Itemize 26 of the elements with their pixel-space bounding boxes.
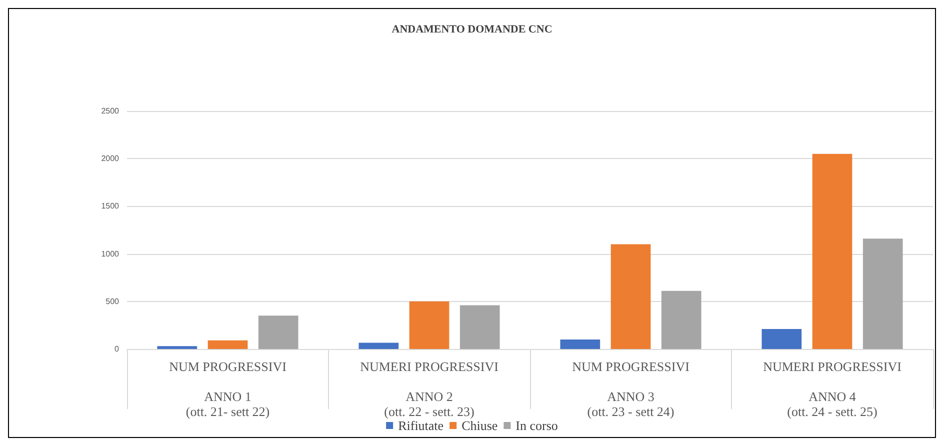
bar: [812, 154, 852, 349]
y-tick-label: 2000: [101, 154, 120, 164]
x-tick-label: NUMERI PROGRESSIVI ANNO 2 (ott. 22 - sett. 23): [360, 359, 498, 419]
bar: [862, 238, 903, 349]
bar: [409, 301, 450, 349]
bar: [661, 290, 702, 349]
bar: [460, 305, 500, 349]
y-tick-label: 2500: [101, 106, 120, 116]
legend-label: In corso: [516, 418, 558, 433]
bar: [560, 339, 600, 349]
bar: [157, 346, 198, 349]
x-tick-label: NUM PROGRESSIVI ANNO 1 (ott. 21- sett 22): [169, 359, 286, 419]
y-tick-label: 1000: [101, 249, 120, 258]
bar: [762, 329, 802, 349]
bar: [610, 244, 651, 349]
x-tick-label: NUM PROGRESSIVI ANNO 3 (ott. 23 - sett 24): [572, 359, 690, 419]
y-tick-label: 1500: [101, 202, 120, 211]
chart-title: ANDAMENTO DOMANDE CNC: [392, 24, 552, 36]
legend-label: Chiuse: [462, 418, 498, 433]
legend-label: Rifiutate: [398, 418, 444, 433]
x-tick-label: NUMERI PROGRESSIVI ANNO 4 (ott. 24 - sett. 25): [763, 359, 902, 419]
bar: [208, 340, 248, 349]
y-tick-label: 0: [114, 344, 120, 354]
bar: [358, 342, 399, 349]
y-tick-label: 500: [106, 296, 120, 306]
bar: [258, 316, 298, 349]
